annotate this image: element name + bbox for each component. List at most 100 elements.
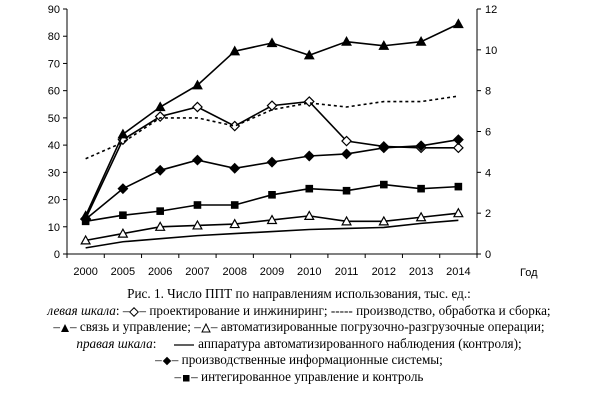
triangle-filled-marker: [303, 49, 315, 60]
caption-line-left-scale: левая шкала: – – проектирование и инжинир…: [47, 302, 551, 318]
diamond-filled-marker: [266, 156, 278, 168]
legend-integrated: – интегированное управление и контроль: [191, 368, 424, 384]
caption-line-4: – – производственные информационные систе…: [155, 352, 443, 368]
diamond-filled-marker: [117, 183, 129, 195]
triangle-open-legend-icon: [201, 323, 211, 333]
series-production: [85, 95, 459, 160]
left-y-tick-label: 70: [48, 58, 60, 70]
diamond-open-marker: [266, 100, 278, 112]
x-axis-title: Год: [520, 267, 538, 279]
chart-series: [80, 18, 464, 249]
x-tick-label: 2011: [335, 266, 359, 278]
x-tick-label: 2013: [409, 266, 433, 278]
triangle-open-marker: [229, 218, 241, 229]
x-tick-label: 2000: [73, 266, 97, 278]
chart-axes: 0 10 20 30 40 50 60 70 80 90 0 2 4 6 8 10 12 2000 2005 2006…: [48, 4, 498, 278]
legend-design: – проектирование и инжиниринг;: [139, 302, 328, 318]
diamond-filled-marker: [303, 150, 315, 162]
square-filled-marker: [119, 211, 127, 220]
dashes-legend-icon: ----: [330, 302, 349, 318]
right-y-tick-label: 8: [485, 86, 491, 98]
x-tick-label: 2005: [111, 266, 135, 278]
legend-communication: – связь и управление;: [70, 319, 191, 335]
x-tick-label: 2014: [446, 266, 470, 278]
square-filled-marker: [193, 201, 202, 209]
triangle-filled-marker: [117, 128, 129, 139]
caption-line-5: – – интегированное управление и контроль: [174, 368, 424, 384]
x-tick-label: 2008: [222, 266, 246, 278]
left-y-tick-label: 50: [48, 113, 60, 125]
diamond-open-marker: [452, 142, 464, 154]
series-line-monitoring: [85, 219, 459, 249]
left-y-tick-label: 90: [48, 4, 60, 16]
series-line-mis: [85, 138, 459, 220]
x-tick-label: 2010: [297, 266, 321, 278]
series-handling: [80, 207, 464, 245]
series-line-production: [85, 95, 459, 160]
triangle-filled-marker: [415, 36, 427, 46]
x-tick-label: 2009: [260, 266, 284, 278]
right-y-tick-label: 4: [485, 167, 491, 179]
right-y-tick-label: 10: [485, 45, 497, 57]
diamond-filled-legend-icon: [162, 357, 172, 366]
legend-handling: – автоматизированные погрузочно-разгрузо…: [210, 319, 545, 335]
triangle-filled-marker: [341, 36, 352, 46]
diamond-open-marker: [192, 101, 203, 113]
square-filled-marker: [230, 201, 239, 209]
triangle-open-marker: [266, 214, 278, 225]
right-y-tick-label: 6: [485, 127, 491, 139]
caption-line-2: – – связь и управление; – – автоматизирова…: [53, 319, 545, 335]
left-y-tick-label: 30: [48, 167, 60, 179]
square-filled-marker: [156, 207, 164, 215]
square-filled-marker: [81, 217, 90, 226]
triangle-open-marker: [192, 219, 203, 230]
diamond-open-marker: [303, 96, 315, 108]
series-communication: [80, 18, 464, 221]
triangle-filled-marker: [378, 40, 390, 50]
square-filled-legend-icon: [183, 374, 190, 382]
diamond-open-legend-icon: [129, 306, 140, 317]
left-y-tick-label: 0: [54, 249, 60, 261]
left-y-tick-label: 60: [48, 86, 60, 98]
left-y-tick-label: 40: [48, 140, 60, 152]
square-filled-marker: [380, 180, 388, 189]
diamond-filled-marker: [341, 148, 352, 160]
square-filled-marker: [305, 184, 314, 193]
caption-title: Рис. 1. Число ППТ по направлениям исполь…: [127, 286, 471, 301]
legend-production: - производство, обработка и сборка;: [348, 302, 551, 318]
square-filled-marker: [417, 184, 425, 193]
line-chart: 0 10 20 30 40 50 60 70 80 90 0 2 4 6 8 10 12 2000 2005 2006…: [48, 4, 538, 279]
left-y-tick-label: 80: [48, 31, 60, 43]
triangle-open-marker: [117, 227, 129, 238]
legend-monitoring: аппаратура автоматизированного наблюдени…: [198, 335, 522, 351]
x-tick-label: 2006: [148, 266, 172, 278]
diamond-open-marker: [341, 135, 352, 147]
triangle-filled-legend-icon: [61, 324, 69, 333]
solid-line-legend-icon: [173, 344, 194, 346]
caption-line-right-scale: правая шкала: аппаратура автоматизирован…: [76, 335, 522, 351]
triangle-open-marker: [415, 211, 427, 222]
triangle-open-marker: [452, 207, 464, 218]
diamond-filled-marker: [452, 134, 464, 146]
square-filled-marker: [342, 186, 351, 195]
square-filled-marker: [454, 182, 463, 191]
diamond-open-marker: [154, 111, 166, 122]
triangle-filled-marker: [229, 45, 241, 56]
square-filled-marker: [268, 190, 276, 199]
triangle-open-marker: [303, 210, 315, 221]
diamond-filled-marker: [229, 162, 241, 174]
triangle-open-marker: [154, 221, 166, 231]
triangle-open-marker: [378, 215, 390, 226]
series-monitoring: [85, 219, 459, 249]
series-mis: [80, 134, 464, 225]
legend-mis: – производственные информационные систем…: [171, 352, 443, 368]
triangle-filled-marker: [266, 37, 278, 48]
x-tick-label: 2012: [372, 266, 396, 278]
right-y-tick-label: 0: [485, 249, 491, 261]
right-y-tick-label: 2: [485, 208, 491, 220]
diamond-filled-marker: [378, 142, 390, 154]
right-y-tick-label: 12: [485, 4, 497, 16]
left-scale-label: левая шкала: [47, 302, 116, 318]
triangle-open-marker: [341, 215, 352, 226]
diamond-filled-marker: [154, 164, 166, 176]
